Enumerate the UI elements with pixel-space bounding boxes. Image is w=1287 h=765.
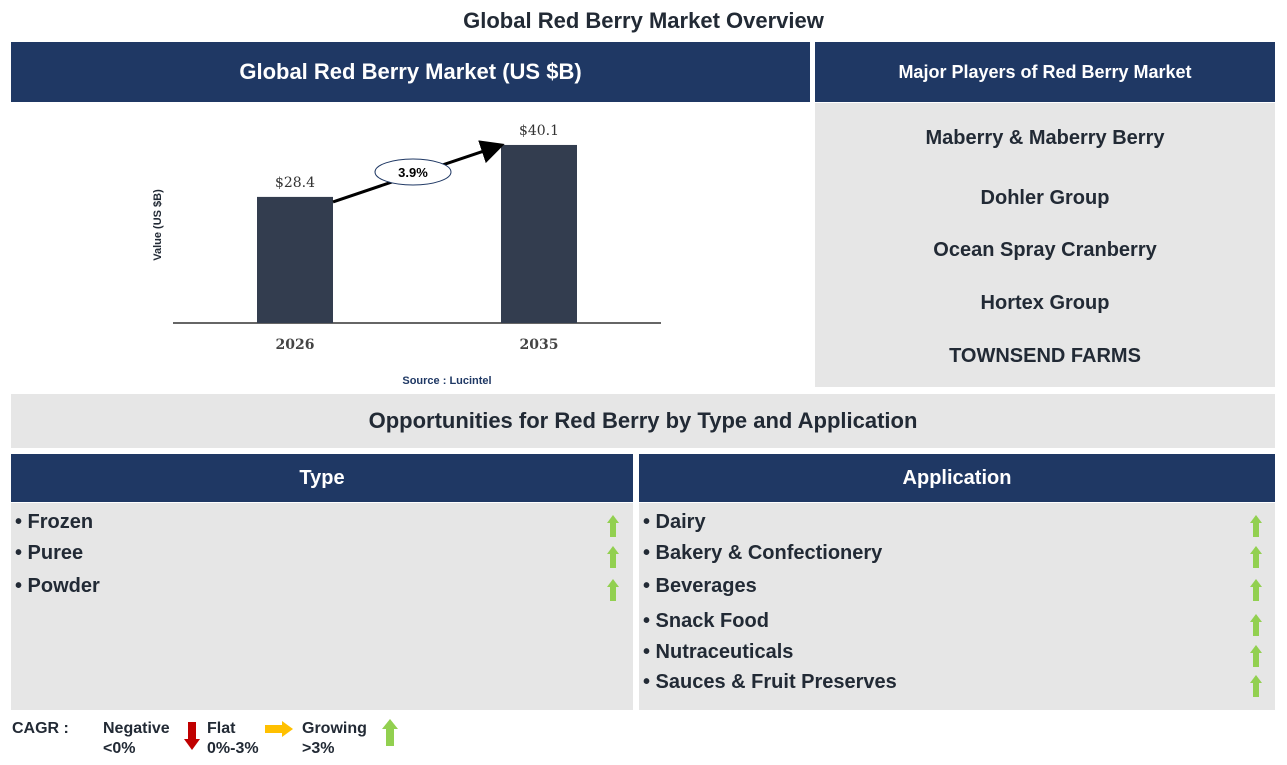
legend-negative: Negative <0% (103, 719, 170, 759)
player-4: Hortex Group (980, 292, 1110, 314)
legend-flat-range: 0%-3% (207, 740, 259, 757)
player-3: Ocean Spray Cranberry (933, 239, 1157, 261)
application-item: • Bakery & Confectionery (643, 542, 883, 564)
legend-negative-range: <0% (103, 740, 136, 757)
arrow-up-icon (1250, 675, 1262, 697)
application-item: • Nutraceuticals (643, 641, 794, 663)
type-list: • Frozen • Puree • Powder (11, 503, 633, 710)
arrow-up-icon (607, 515, 619, 537)
cagr-label: 3.9% (398, 165, 428, 180)
page-title: Global Red Berry Market Overview (463, 8, 824, 33)
arrow-up-icon (1250, 546, 1262, 568)
major-players-panel: Maberry & Maberry Berry Dohler Group Oce… (815, 103, 1275, 387)
type-header: Type (11, 454, 633, 502)
cagr-bubble (374, 158, 452, 186)
arrow-up-icon (1250, 515, 1262, 537)
legend-flat: Flat 0%-3% (207, 719, 259, 759)
player-1: Maberry & Maberry Berry (925, 127, 1165, 149)
data-label: $28.4 (275, 175, 315, 191)
application-item: • Dairy (643, 511, 706, 533)
opportunities-title: Opportunities for Red Berry by Type and … (11, 394, 1275, 448)
market-chart-header: Global Red Berry Market (US $B) (11, 42, 810, 102)
application-item: • Snack Food (643, 610, 769, 632)
data-label: $40.1 (519, 123, 559, 139)
arrow-down-icon (184, 722, 200, 750)
legend-growing-label: Growing (302, 720, 367, 737)
legend-growing-range: >3% (302, 740, 335, 757)
bar-2035 (501, 144, 577, 323)
type-item: • Puree (15, 542, 84, 564)
application-list: • Dairy • Bakery & Confectionery • Beverag… (639, 503, 1275, 710)
major-players-header: Major Players of Red Berry Market (815, 42, 1275, 102)
arrow-up-icon (1250, 645, 1262, 667)
x-tick-label: 2035 (520, 337, 559, 353)
y-axis-label: Value (US $B) (152, 189, 164, 261)
arrow-up-icon (607, 579, 619, 601)
application-item: • Sauces & Fruit Preserves (643, 671, 897, 693)
source-label: Source : Lucintel (402, 375, 491, 387)
application-header: Application (639, 454, 1275, 502)
arrow-up-icon (607, 546, 619, 568)
arrow-up-icon (382, 719, 398, 746)
bar-2026 (257, 196, 333, 323)
application-item: • Beverages (643, 575, 757, 597)
type-item: • Frozen (15, 511, 94, 533)
arrow-right-icon (265, 721, 293, 737)
market-bar-chart: $28.4 2026 $40.1 2035 3.9% Value (US $B) Sourc… (152, 123, 661, 387)
legend-label: CAGR : (12, 720, 69, 737)
player-5: TOWNSEND FARMS (949, 345, 1141, 367)
arrow-up-icon (1250, 579, 1262, 601)
arrow-up-icon (1250, 614, 1262, 636)
type-item: • Powder (15, 575, 100, 597)
legend-flat-label: Flat (207, 720, 236, 737)
legend-negative-label: Negative (103, 720, 170, 737)
legend-growing: Growing >3% (302, 719, 367, 759)
player-2: Dohler Group (980, 187, 1110, 209)
x-tick-label: 2026 (276, 337, 315, 353)
